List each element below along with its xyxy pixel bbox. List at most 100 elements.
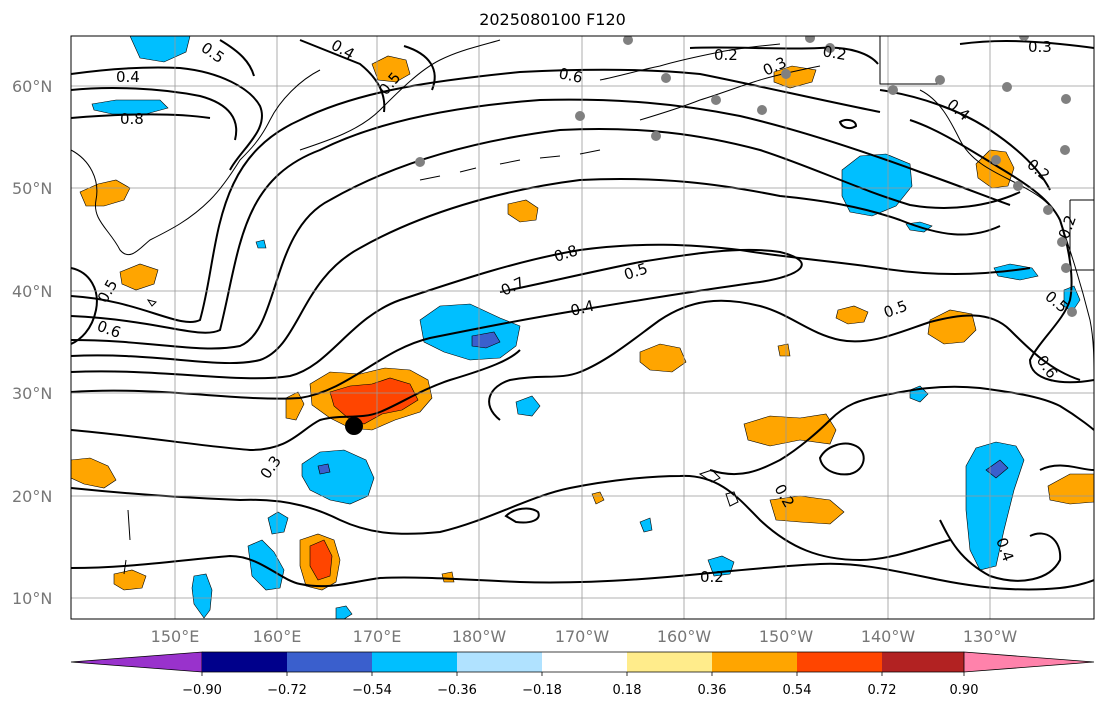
coastline [123,509,131,575]
station-dot [1067,307,1077,317]
station-markers [415,36,1077,317]
negative-anomaly-patch [965,441,1025,571]
coastline [599,43,781,81]
colorbar-segment [457,652,542,672]
strong-negative-anomaly-patch [985,459,1009,479]
contour-line [71,349,521,452]
station-dot [888,85,898,95]
contour-line [818,442,865,476]
lat-label: 30°N [12,384,52,403]
lon-label: 170°W [555,627,610,646]
positive-anomaly-patch [71,457,117,489]
colorbar-tick-label: −0.90 [182,683,222,698]
station-dot [415,157,425,167]
contour-label: 0.2 [714,46,738,64]
contour-line [1039,464,1094,471]
positive-anomaly-patch [79,179,131,207]
lat-label: 60°N [12,77,52,96]
negative-anomaly-patch [91,99,169,115]
contour-line [689,46,879,65]
station-dot [575,111,585,121]
coastline [698,469,721,483]
contour-line [959,40,1094,49]
anomaly-contours [71,39,1094,591]
contour-line [71,474,951,562]
positive-anomaly-patch [639,343,687,373]
contour-line [71,177,1001,365]
contour-line [71,113,211,119]
contour-line [219,39,255,77]
colorbar-arrow-low [70,651,203,673]
contour-line [939,519,1062,582]
colorbar-tick-label: 0.72 [868,683,897,698]
contour-line [488,299,1081,421]
lon-label: 140°W [861,627,916,646]
contour-line [838,118,858,130]
contour-line [71,243,1031,380]
contour-label: 0.8 [120,110,144,128]
contour-line [71,248,803,400]
positive-anomaly-patch [119,263,159,291]
graticule [71,36,1094,619]
positive-anomaly-patch [591,491,605,505]
lat-label: 50°N [12,179,52,198]
negative-anomaly-patch [335,605,353,619]
lon-label: 150°W [759,627,814,646]
colorbar-segment [202,652,287,672]
colorbar-segment [882,652,964,672]
contour-line [71,128,1021,350]
center-marker [345,417,363,435]
negative-anomaly-patch [267,511,289,535]
map-frame [70,35,1095,620]
contour-line [909,119,1094,384]
colorbar-segment [287,652,372,672]
lon-label: 160°W [657,627,712,646]
map-background [71,36,1094,619]
colorbar-tick-label: 0.90 [950,683,979,698]
coastline [71,69,321,256]
colorbar-segment [372,652,457,672]
lon-label: 170°E [353,627,402,646]
lat-label: 40°N [12,282,52,301]
positive-anomaly-patch [441,571,455,583]
colorbar-segment [797,652,882,672]
station-dot [991,155,1001,165]
positive-anomaly-patch [927,309,977,345]
contour-line [403,45,436,91]
colorbar-segment [542,652,627,672]
station-dot [1061,263,1071,273]
contour-line [299,39,386,113]
station-dot [805,36,815,43]
station-dot [651,131,661,141]
coastline [299,39,501,151]
contour-line [709,385,1094,476]
colorbar-tick-label: −0.54 [352,683,392,698]
contour-label: 0.4 [569,297,597,320]
negative-anomaly-patch [419,303,521,361]
negative-anomaly-patch [255,239,267,249]
station-dot [1057,237,1067,247]
negative-anomaly-patch [515,395,541,417]
lon-label: 130°W [963,627,1018,646]
contour-line [71,66,263,171]
colorbar-tick-label: 0.18 [613,683,642,698]
contour-line [504,507,540,524]
colorbar-tick-label: −0.36 [437,683,477,698]
contour-line [71,87,238,141]
colorbar-tick-label: −0.72 [267,683,307,698]
negative-anomaly-patch [247,539,285,591]
station-dot [757,105,767,115]
contour-line [71,68,881,323]
colorbar-tick-label: 0.54 [783,683,812,698]
station-dot [661,73,671,83]
station-dot [711,95,721,105]
colorbar-tick-label: 0.36 [698,683,727,698]
latitude-labels: 60°N 50°N 40°N 30°N 20°N 10°N [12,77,52,608]
negative-anomaly-patch [191,573,213,619]
positive-anomaly-patch [777,343,791,357]
contour-line [71,267,98,345]
positive-anomaly-patch [507,199,539,223]
station-dot [623,36,633,45]
positive-anomaly-patch [835,305,869,325]
